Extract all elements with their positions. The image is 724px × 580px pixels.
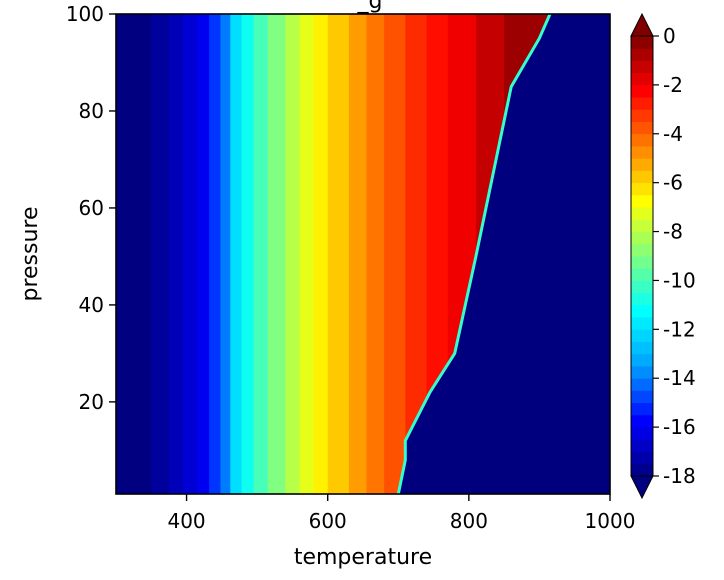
colorbar-tick-label: 0: [663, 24, 676, 48]
colorbar-tick-label: -12: [663, 317, 696, 341]
colorbar-tick-label: -16: [663, 415, 696, 439]
colorbar-extend-top: [630, 12, 654, 37]
colorbar-tick-label: -18: [663, 464, 696, 488]
colorbar-segment: [631, 414, 653, 428]
colorbar-segment: [631, 451, 653, 465]
colorbar-segment: [631, 48, 653, 61]
colorbar-segment: [631, 182, 653, 196]
boundary-contour: [396, 14, 552, 494]
contour-band: [299, 14, 315, 494]
contour-band: [151, 14, 170, 494]
colorbar-segment: [631, 304, 653, 318]
colorbar-tick-label: -2: [663, 73, 683, 97]
colorbar-segment: [631, 170, 653, 184]
contour-band: [241, 14, 255, 494]
contour-band: [230, 14, 243, 494]
plot-frame: [115, 13, 611, 495]
colorbar-segment: [631, 280, 653, 294]
colorbar-segment: [631, 256, 653, 269]
contour-band: [197, 14, 210, 494]
colorbar-segment: [631, 84, 653, 98]
colorbar-tick-label: -10: [663, 268, 696, 292]
contour-band: [348, 14, 368, 494]
colorbar-tick-label: -8: [663, 220, 683, 244]
colorbar-extend-bottom: [630, 475, 654, 500]
contour-band: [116, 14, 152, 494]
contour-band: [253, 14, 269, 494]
y-tick-label: 20: [79, 390, 104, 414]
colorbar-segment: [631, 317, 653, 330]
colorbar-segment: [631, 158, 653, 171]
colorbar-tick-label: -6: [663, 171, 683, 195]
colorbar-segment: [631, 60, 653, 74]
colorbar-segment: [631, 243, 653, 257]
colorbar-segment: [631, 231, 653, 245]
colorbar-segment: [631, 353, 653, 367]
x-tick-label: 600: [309, 509, 347, 533]
colorbar-segment: [631, 121, 653, 135]
colorbar-frame: [630, 35, 654, 477]
colorbar-segment: [631, 207, 653, 220]
x-tick-label: 1000: [585, 509, 636, 533]
y-axis: 20 40 60 80 100: [66, 2, 116, 414]
colorbar-segment: [631, 402, 653, 416]
colorbar-segment: [631, 268, 653, 281]
colorbar-segment: [631, 366, 653, 379]
colorbar-segment: [631, 439, 653, 452]
colorbar-segment: [631, 292, 653, 306]
colorbar-segment: [631, 341, 653, 355]
x-tick-label: 400: [167, 509, 205, 533]
colorbar-segment: [631, 390, 653, 404]
contour-band: [267, 14, 286, 494]
chart-title: _g: [357, 0, 383, 14]
contour-band: [384, 14, 406, 494]
colorbar-segment: [631, 329, 653, 342]
y-axis-label: pressure: [18, 206, 43, 301]
colorbar-segment: [631, 463, 653, 477]
contour-band: [168, 14, 184, 494]
colorbar-segment: [631, 97, 653, 110]
y-tick-label: 80: [79, 99, 104, 123]
x-tick-label: 800: [450, 509, 488, 533]
colorbar-segment: [631, 133, 653, 147]
colorbar-tick-label: -14: [663, 366, 696, 390]
colorbar-segment: [631, 72, 653, 86]
y-tick-label: 100: [66, 2, 104, 26]
contour-band: [366, 14, 385, 494]
contour-band: [183, 14, 198, 494]
x-axis: 400 600 800 1000: [167, 494, 635, 533]
contour-band: [327, 14, 350, 494]
colorbar: 0 -2 -4 -6 -8 -10 -12 -14 -16 -18: [630, 12, 696, 500]
contour-band: [405, 14, 428, 494]
x-axis-label: temperature: [294, 545, 432, 570]
y-tick-label: 60: [79, 196, 104, 220]
colorbar-segment: [631, 194, 653, 208]
contour-band: [220, 14, 231, 494]
colorbar-tick-label: -4: [663, 122, 683, 146]
colorbar-segment: [631, 109, 653, 122]
colorbar-segment: [631, 36, 653, 49]
colorbar-segment: [631, 219, 653, 232]
colorbar-segment: [631, 146, 653, 159]
low-region-fill: [398, 14, 610, 494]
contour-band: [209, 14, 221, 494]
y-tick-label: 40: [79, 293, 104, 317]
colorbar-segment: [631, 378, 653, 391]
contour-band: [285, 14, 300, 494]
contour-band: [313, 14, 329, 494]
plot-area: [116, 14, 610, 494]
colorbar-segment: [631, 427, 653, 440]
